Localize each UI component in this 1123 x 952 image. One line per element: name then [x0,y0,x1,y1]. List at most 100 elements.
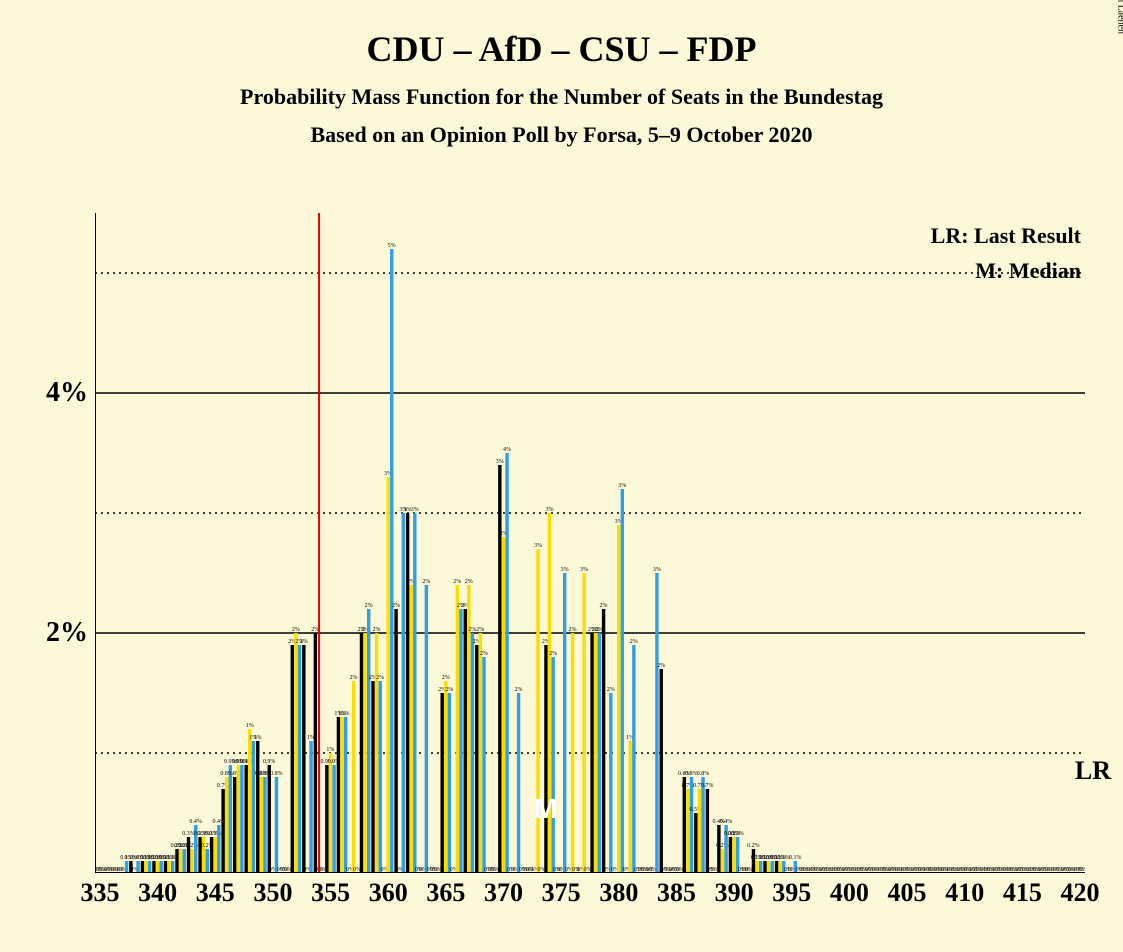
y-tick-label: 2% [46,617,88,649]
svg-text:2%: 2% [300,639,308,645]
bar [233,777,236,873]
chart-area: 0%0%0%0%0%0%0%0%0.1%0.1%0%0.1%0.1%0.1%0.… [95,213,1085,873]
bar [563,573,566,873]
bar [440,693,443,873]
svg-text:2%: 2% [292,627,300,633]
svg-text:0.4%: 0.4% [720,819,733,825]
svg-text:3%: 3% [411,507,419,513]
bar [598,633,601,873]
bar [294,633,297,873]
bar [325,765,328,873]
bar [167,861,170,873]
bar [660,669,663,873]
svg-text:2%: 2% [630,639,638,645]
bar [210,837,213,873]
bar [363,633,366,873]
x-tick-label: 395 [772,878,811,908]
bar [471,633,474,873]
bar [698,789,701,873]
bar [183,849,186,873]
svg-text:2%: 2% [453,579,461,585]
svg-text:2%: 2% [365,603,373,609]
svg-text:2%: 2% [376,675,384,681]
svg-text:2%: 2% [607,687,615,693]
bar [244,765,247,873]
svg-text:2%: 2% [600,603,608,609]
bar [268,765,271,873]
svg-text:1%: 1% [342,711,350,717]
bar [502,537,505,873]
svg-text:0.8%: 0.8% [270,771,283,777]
svg-text:0.2%: 0.2% [747,843,760,849]
svg-text:3%: 3% [496,459,504,465]
bar [602,609,605,873]
bar [190,849,193,873]
bar [771,861,774,873]
bar [221,789,224,873]
bar [252,741,255,873]
x-tick-label: 380 [599,878,638,908]
x-tick-label: 365 [426,878,465,908]
bar [444,681,447,873]
bar [275,777,278,873]
bar [164,861,167,873]
bar [136,861,139,873]
bar [551,657,554,873]
svg-text:2%: 2% [442,675,450,681]
bar [683,777,686,873]
x-tick-label: 345 [196,878,235,908]
x-tick-label: 420 [1061,878,1100,908]
x-tick-label: 350 [253,878,292,908]
bar [152,861,155,873]
bar [763,861,766,873]
svg-text:2%: 2% [569,627,577,633]
svg-text:2%: 2% [392,603,400,609]
bar [125,861,128,873]
bar [409,585,412,873]
x-tick-label: 375 [542,878,581,908]
bar [482,657,485,873]
bar [536,549,539,873]
bar [237,765,240,873]
bar [732,837,735,873]
x-tick-label: 360 [369,878,408,908]
bar [352,681,355,873]
x-tick-label: 385 [657,878,696,908]
bar [582,573,585,873]
bar [617,525,620,873]
x-tick-label: 400 [830,878,869,908]
bar [206,849,209,873]
bar [767,861,770,873]
svg-text:2%: 2% [514,687,522,693]
bar [717,825,720,873]
bar [479,633,482,873]
bar [694,813,697,873]
x-tick-label: 340 [138,878,177,908]
bar [544,645,547,873]
lr-marker: LR [1075,756,1111,786]
bar [498,465,501,873]
bar [148,861,151,873]
bar [706,789,709,873]
bar [256,741,259,873]
svg-text:4%: 4% [503,447,511,453]
svg-text:0.4%: 0.4% [189,819,202,825]
bar [371,681,374,873]
bar [594,633,597,873]
bar [141,861,144,873]
bar [571,633,574,873]
bar [456,585,459,873]
y-tick-label: 4% [46,377,88,409]
svg-text:3%: 3% [653,567,661,573]
bar [360,633,363,873]
svg-text:3%: 3% [545,507,553,513]
svg-text:0.3%: 0.3% [731,831,744,837]
bar [217,825,220,873]
x-tick-label: 370 [484,878,523,908]
bar [240,765,243,873]
bar [425,585,428,873]
bar [386,477,389,873]
bar [778,861,781,873]
bar [775,861,778,873]
svg-text:0.8%: 0.8% [697,771,710,777]
